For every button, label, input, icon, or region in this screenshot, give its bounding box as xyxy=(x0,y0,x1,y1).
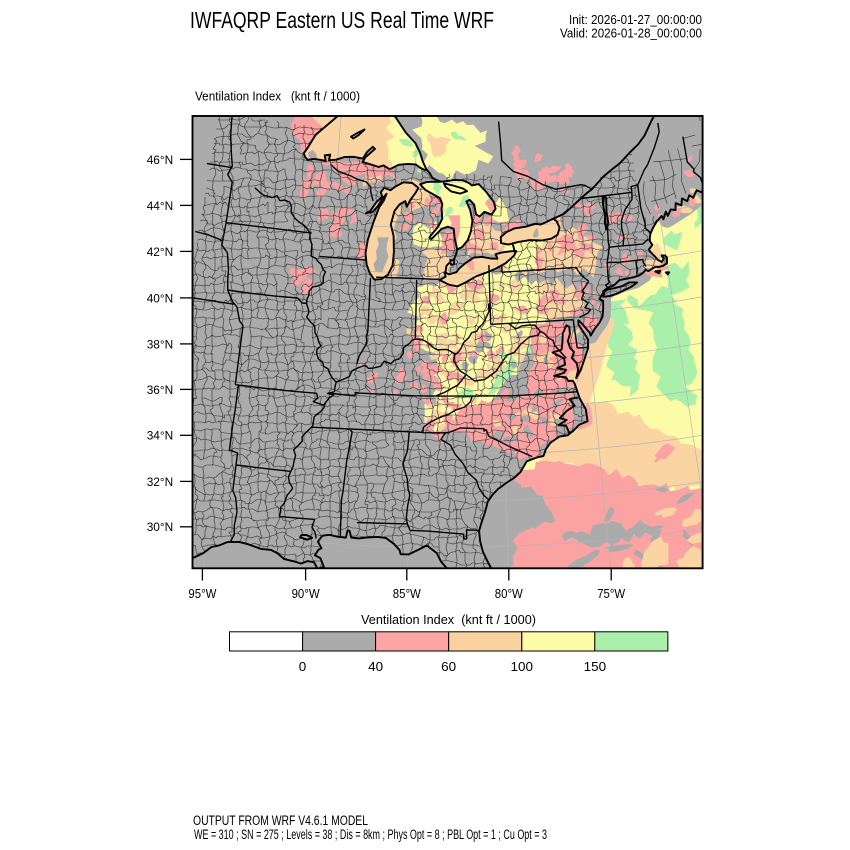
svg-text:OUTPUT FROM WRF V4.6.1 MODEL: OUTPUT FROM WRF V4.6.1 MODEL xyxy=(193,813,368,828)
svg-text:95°W: 95°W xyxy=(188,587,216,601)
svg-text:85°W: 85°W xyxy=(393,587,421,601)
svg-text:42°N: 42°N xyxy=(147,245,174,259)
svg-text:Init: 2026-01-27_00:00:00: Init: 2026-01-27_00:00:00 xyxy=(569,12,702,27)
svg-text:75°W: 75°W xyxy=(597,587,625,601)
svg-text:80°W: 80°W xyxy=(495,587,523,601)
svg-text:IWFAQRP Eastern US Real Time W: IWFAQRP Eastern US Real Time WRF xyxy=(190,7,494,33)
svg-text:Ventilation Index (knt ft / 1: Ventilation Index (knt ft / 1000) xyxy=(361,612,536,627)
svg-text:90°W: 90°W xyxy=(292,587,320,601)
svg-text:WE = 310 ; SN = 275 ; Levels =: WE = 310 ; SN = 275 ; Levels = 38 ; Dis … xyxy=(194,827,547,842)
svg-text:32°N: 32°N xyxy=(147,475,174,489)
svg-text:0: 0 xyxy=(299,660,307,674)
svg-text:60: 60 xyxy=(441,660,456,674)
svg-text:40°N: 40°N xyxy=(147,291,174,305)
svg-text:Ventilation Index (knt ft /: Ventilation Index (knt ft / 1000) xyxy=(195,89,360,103)
svg-text:100: 100 xyxy=(511,660,534,674)
svg-text:44°N: 44°N xyxy=(147,199,174,213)
svg-text:38°N: 38°N xyxy=(147,337,174,351)
svg-text:40: 40 xyxy=(368,660,383,674)
svg-text:34°N: 34°N xyxy=(147,429,174,443)
svg-text:46°N: 46°N xyxy=(147,153,174,167)
svg-text:150: 150 xyxy=(584,660,607,674)
svg-text:30°N: 30°N xyxy=(147,520,174,534)
svg-text:Valid: 2026-01-28_00:00:00: Valid: 2026-01-28_00:00:00 xyxy=(560,26,702,41)
svg-text:36°N: 36°N xyxy=(147,383,174,397)
